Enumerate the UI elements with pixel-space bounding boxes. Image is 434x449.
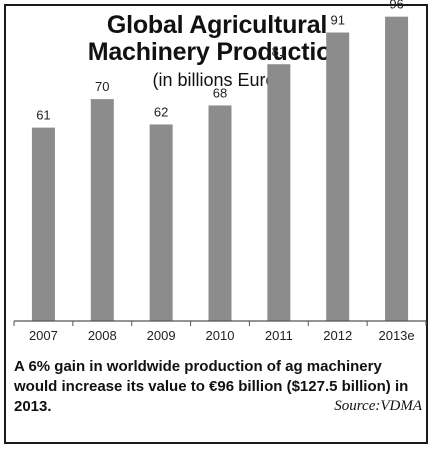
x-tick-label-2009: 2009 [147, 328, 176, 343]
data-label-2008: 70 [95, 79, 109, 94]
data-label-2009: 62 [154, 104, 168, 119]
chart-caption: A 6% gain in worldwide production of ag … [14, 358, 409, 415]
x-tick-label-2010: 2010 [206, 328, 235, 343]
bar-2011 [267, 64, 291, 321]
data-label-2010: 68 [213, 85, 227, 100]
data-label-2013e: 96 [389, 0, 403, 12]
bar-2009 [149, 124, 173, 322]
x-tick-label-2012: 2012 [323, 328, 352, 343]
chart-title-line-2: Machinery Production [87, 38, 347, 66]
x-tick-label-2013e: 2013e [378, 328, 414, 343]
source-note: Source:VDMA [334, 398, 422, 414]
x-tick-label-2007: 2007 [29, 328, 58, 343]
x-tick-label-2008: 2008 [88, 328, 117, 343]
x-tick-label-2011: 2011 [265, 328, 293, 343]
bar-2008 [90, 99, 114, 321]
chart-title: Global Agricultural Machinery Production [0, 12, 434, 66]
bar-2007 [31, 127, 55, 321]
bar-2013e [385, 16, 409, 322]
bar-2012 [326, 32, 350, 321]
chart-subtitle: (in billions Euro) [152, 70, 282, 90]
bar-2010 [208, 105, 232, 321]
data-label-2011: 81 [272, 44, 286, 59]
chart-title-line-1: Global Agricultural [106, 11, 328, 39]
data-label-2012: 91 [330, 13, 344, 28]
data-label-2007: 61 [36, 108, 50, 123]
